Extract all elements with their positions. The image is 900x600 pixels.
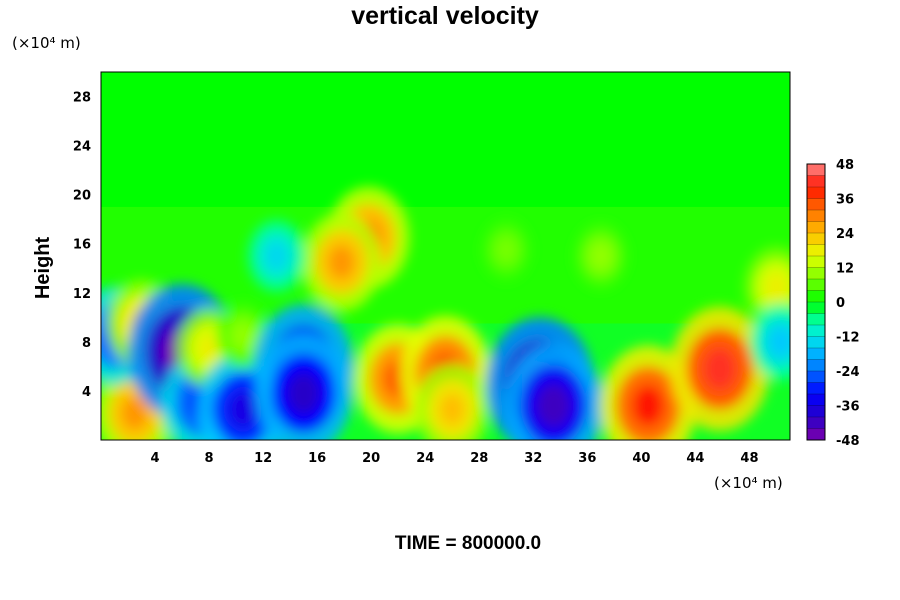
feature-core-15	[440, 393, 465, 426]
feature-core-17	[537, 384, 571, 428]
colorbar-level	[807, 348, 825, 360]
colorbar-level	[807, 336, 825, 349]
colorbar-tick-label: -12	[836, 331, 860, 346]
y-tick-label: 28	[73, 91, 91, 106]
x-tick-label: 16	[308, 451, 326, 466]
x-tick-label: 4	[151, 451, 160, 466]
x-tick-label: 24	[416, 451, 434, 466]
colorbar-level	[807, 210, 825, 222]
x-tick-label: 8	[205, 451, 214, 466]
y-axis-ticks: 4 8 12 16 20 24 28	[73, 91, 91, 400]
colorbar-level	[807, 164, 825, 176]
colorbar-level	[807, 417, 825, 429]
x-tick-label: 48	[740, 451, 758, 466]
x-tick-label: 20	[362, 451, 380, 466]
y-unit-label: (×10⁴ m)	[12, 34, 81, 52]
time-label: TIME = 800000.0	[395, 533, 541, 554]
plot-frame	[100, 71, 791, 441]
x-axis-ticks: 4 8 12 16 20 24 28 32 36 40 44 48	[151, 451, 759, 466]
colorbar-level	[807, 267, 825, 280]
colorbar-tick-label: 24	[836, 227, 854, 242]
y-tick-label: 20	[73, 189, 91, 204]
feature-core-5	[198, 334, 220, 362]
feature-core-9	[287, 372, 320, 415]
colorbar-level	[807, 405, 825, 418]
colorbar-frame	[806, 163, 826, 441]
velocity-features	[101, 186, 790, 440]
x-tick-label: 40	[632, 451, 650, 466]
feature-core-21	[770, 328, 790, 356]
colorbar-level	[807, 198, 825, 211]
y-tick-label: 24	[73, 140, 91, 155]
colorbar-tick-label: 0	[836, 296, 845, 311]
chart-title: vertical velocity	[351, 2, 539, 30]
y-tick-label: 16	[73, 238, 91, 253]
colorbar-tick-label: 12	[836, 262, 854, 277]
colorbar-level	[807, 221, 825, 234]
y-tick-label: 8	[82, 336, 91, 351]
colorbar	[806, 163, 826, 441]
colorbar-tick-label: 36	[836, 193, 854, 208]
colorbar-level	[807, 233, 825, 245]
x-tick-label: 28	[470, 451, 488, 466]
feature-core-18	[632, 384, 665, 427]
x-tick-label: 12	[254, 451, 272, 466]
feature-core-19	[703, 347, 737, 391]
colorbar-level	[807, 279, 825, 291]
colorbar-level	[807, 256, 825, 268]
colorbar-tick-label: -24	[836, 365, 860, 380]
colorbar-ticks: 48 36 24 12 0 -12 -24 -36 -48	[836, 158, 860, 449]
colorbar-level	[807, 244, 825, 257]
colorbar-level	[807, 325, 825, 337]
colorbar-level	[807, 187, 825, 199]
colorbar-level	[807, 382, 825, 395]
feature-core-12	[266, 243, 287, 269]
colorbar-level	[807, 175, 825, 188]
colorbar-level	[807, 359, 825, 372]
x-tick-label: 44	[686, 451, 704, 466]
x-tick-label: 32	[524, 451, 542, 466]
feature-core-6	[227, 389, 258, 429]
x-unit-label: (×10⁴ m)	[714, 474, 783, 492]
x-tick-label: 36	[578, 451, 596, 466]
y-axis-label: Height	[32, 237, 54, 300]
plot-area	[100, 71, 791, 441]
colorbar-level	[807, 394, 825, 406]
feature-core-7	[234, 324, 252, 348]
feature-core-23	[592, 244, 610, 268]
colorbar-level	[807, 428, 825, 441]
feature-core-0	[121, 395, 148, 431]
feature-core-11	[328, 245, 355, 280]
y-tick-label: 12	[73, 287, 91, 302]
colorbar-level	[807, 290, 825, 303]
feature-core-20	[765, 272, 788, 301]
colorbar-tick-label: -36	[836, 400, 860, 415]
y-tick-label: 4	[82, 385, 91, 400]
colorbar-level	[807, 371, 825, 383]
colorbar-tick-label: 48	[836, 158, 854, 173]
colorbar-level	[807, 302, 825, 314]
colorbar-tick-label: -48	[836, 434, 860, 449]
colorbar-level	[807, 313, 825, 326]
feature-core-22	[498, 239, 515, 261]
